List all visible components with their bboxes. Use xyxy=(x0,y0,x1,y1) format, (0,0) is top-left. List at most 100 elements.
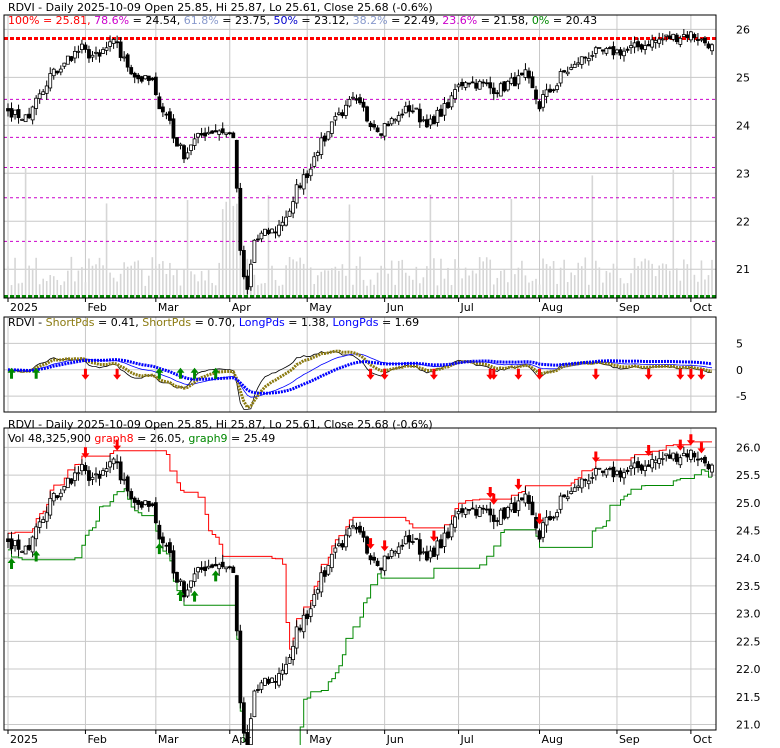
stops-legend-part: = 26.05, xyxy=(134,432,185,445)
candle-body xyxy=(692,452,697,458)
candle-body xyxy=(537,530,542,540)
volume-bar xyxy=(433,258,435,298)
candle-body xyxy=(685,34,690,39)
candle-body xyxy=(266,678,271,684)
candle-body xyxy=(597,467,602,470)
candle-body xyxy=(681,34,686,37)
candle-body xyxy=(639,44,644,50)
volume-bar xyxy=(591,175,594,298)
candle-body xyxy=(678,37,683,45)
candle-body xyxy=(667,35,672,40)
candle-body xyxy=(256,689,260,691)
candle-body xyxy=(509,503,514,511)
sell-signal-arrow xyxy=(535,513,544,525)
candle-body xyxy=(583,479,588,481)
candle-body xyxy=(20,550,24,553)
candle-body xyxy=(108,461,112,468)
buy-signal-arrow xyxy=(176,367,185,379)
candle-body xyxy=(23,545,28,555)
candle-body xyxy=(301,614,306,633)
volume-bar xyxy=(56,279,59,298)
candle-body xyxy=(27,544,32,550)
candle-body xyxy=(248,263,253,288)
x-tick-label: May xyxy=(309,733,332,745)
candle-body xyxy=(94,473,98,476)
candle-body xyxy=(76,50,81,53)
candle-body xyxy=(516,500,521,511)
candle-body xyxy=(551,516,556,519)
volume-bar xyxy=(172,275,175,298)
volume-bar xyxy=(155,266,157,298)
candle-body xyxy=(13,540,17,547)
volume-bar xyxy=(461,278,463,298)
candle-body xyxy=(629,465,633,469)
candle-body xyxy=(403,535,408,545)
volume-bar xyxy=(661,263,664,298)
candle-body xyxy=(562,494,567,497)
volume-bar xyxy=(401,259,404,298)
candle-body xyxy=(618,49,623,56)
volume-bar xyxy=(306,269,308,298)
candle-body xyxy=(657,38,662,44)
sell-signal-arrow xyxy=(366,368,375,380)
candle-body xyxy=(615,470,619,475)
candle-body xyxy=(421,119,426,122)
oscillator-legend: RDVI - ShortPds = 0.41, ShortPds = 0.70,… xyxy=(8,316,419,329)
volume-bar xyxy=(348,204,351,298)
sell-signal-arrow xyxy=(81,447,90,459)
volume-bar xyxy=(17,283,20,298)
candle-body xyxy=(593,468,598,476)
candle-body xyxy=(424,119,429,128)
volume-bar xyxy=(309,267,312,298)
sell-signal-arrow xyxy=(676,439,685,451)
candle-body xyxy=(227,132,232,135)
sell-signal-arrow xyxy=(489,368,498,380)
candle-body xyxy=(231,132,236,139)
sell-signal-arrow xyxy=(535,368,544,380)
candle-body xyxy=(671,33,676,40)
candle-body xyxy=(189,580,193,588)
candle-body xyxy=(706,43,711,49)
candle-body xyxy=(688,449,693,460)
candle-body xyxy=(400,544,405,547)
volume-bar xyxy=(457,267,460,298)
volume-bar xyxy=(640,261,643,298)
volume-bar xyxy=(165,273,168,298)
x-tick-label: Sep xyxy=(619,733,640,745)
sell-signal-arrow xyxy=(686,368,695,380)
y-tick-label: 5 xyxy=(736,337,743,350)
y-tick-label: 25.0 xyxy=(736,497,761,510)
candle-body xyxy=(132,497,137,503)
volume-bar xyxy=(447,267,449,298)
candle-body xyxy=(520,72,524,76)
volume-bar xyxy=(257,285,259,298)
candle-body xyxy=(69,478,74,484)
volume-bar xyxy=(658,265,660,298)
candle-body xyxy=(101,470,105,476)
volume-bar xyxy=(179,285,182,298)
candle-body xyxy=(305,613,310,619)
candle-body xyxy=(41,91,46,95)
oscillator-legend-part: ShortPds xyxy=(46,316,95,329)
candle-body xyxy=(259,232,264,240)
candle-body xyxy=(132,72,137,78)
candle-body xyxy=(608,467,612,470)
volume-bar xyxy=(422,277,425,298)
y-tick-label: 22.5 xyxy=(736,635,761,648)
volume-bar xyxy=(602,282,604,298)
volume-bar xyxy=(299,257,301,298)
volume-bar xyxy=(45,281,48,298)
candle-body xyxy=(44,512,49,522)
volume-bar xyxy=(331,268,333,298)
candle-body xyxy=(322,570,327,577)
candle-body xyxy=(220,128,225,134)
candle-body xyxy=(699,38,704,41)
volume-bar xyxy=(21,282,23,298)
volume-bar xyxy=(324,270,326,298)
candle-body xyxy=(234,139,239,189)
volume-bar xyxy=(288,256,291,298)
candle-body xyxy=(562,70,567,73)
volume-bar xyxy=(668,270,671,298)
volume-bar xyxy=(503,269,506,298)
candle-body xyxy=(488,508,493,516)
